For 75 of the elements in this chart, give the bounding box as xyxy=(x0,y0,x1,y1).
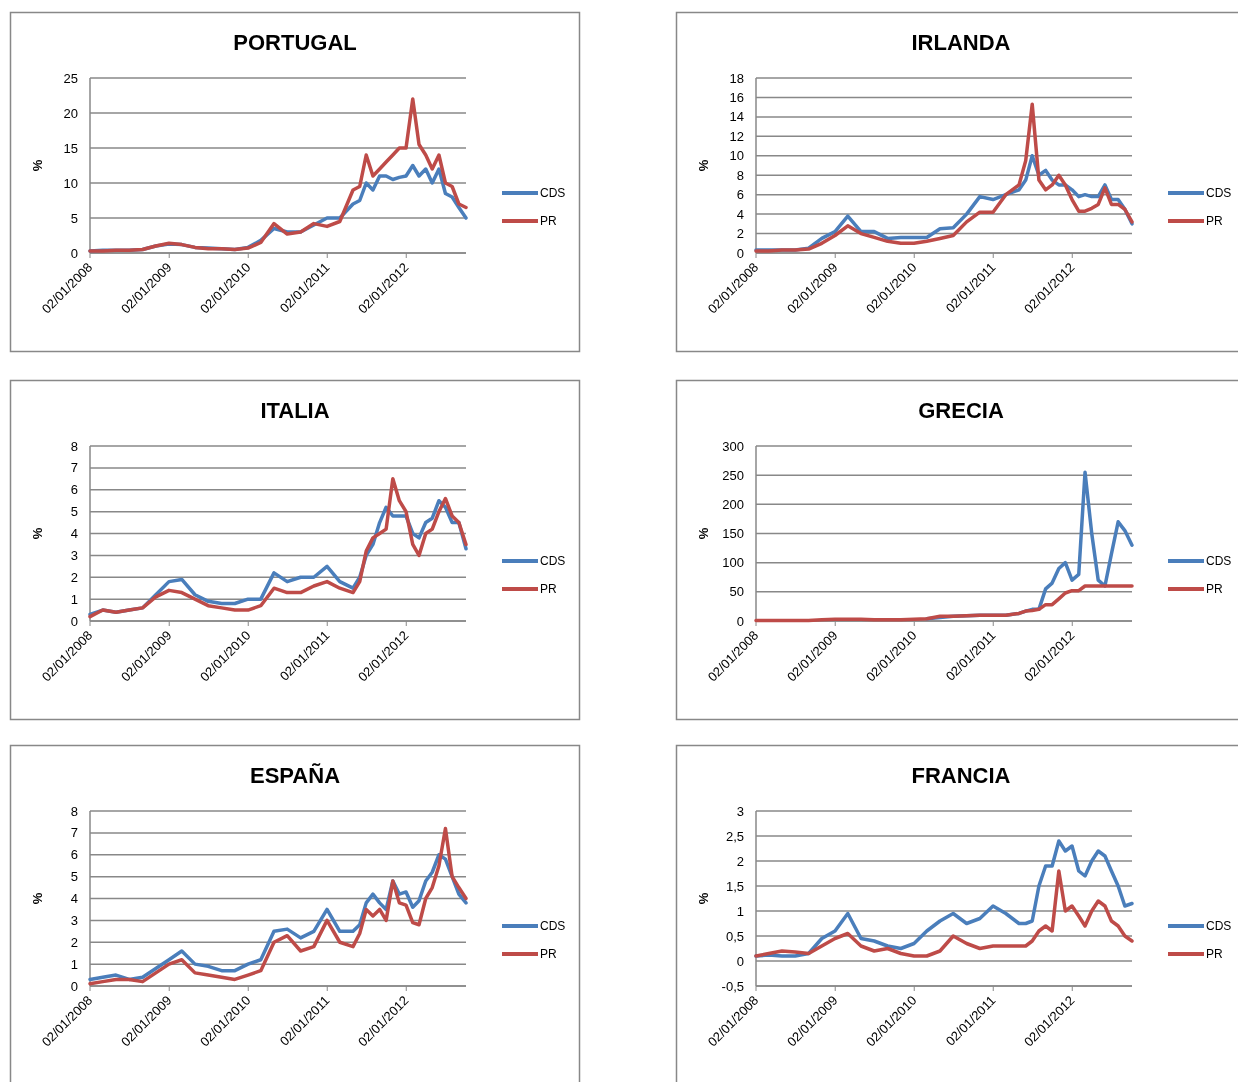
y-tick-label: 7 xyxy=(70,460,78,476)
y-axis-title: % xyxy=(30,159,45,172)
y-tick-label: 300 xyxy=(722,438,744,454)
y-tick-label: 0 xyxy=(70,245,78,261)
y-tick-label: 5 xyxy=(70,869,78,885)
y-tick-label: 6 xyxy=(736,187,744,203)
y-tick-label: 10 xyxy=(729,148,744,164)
y-tick-label: 2 xyxy=(736,853,744,869)
chart-title: ITALIA xyxy=(260,398,330,423)
legend-label: PR xyxy=(1206,947,1223,962)
y-tick-label: -0,5 xyxy=(721,978,744,994)
y-tick-label: 0 xyxy=(736,613,744,629)
y-axis-title: % xyxy=(30,527,45,540)
y-tick-label: 18 xyxy=(729,70,744,86)
y-axis-title: % xyxy=(696,527,711,540)
y-tick-label: 2 xyxy=(70,934,78,950)
y-tick-label: 8 xyxy=(70,438,78,454)
y-tick-label: 100 xyxy=(722,555,744,571)
legend-label: PR xyxy=(1206,214,1223,229)
y-tick-label: 14 xyxy=(729,109,744,125)
y-tick-label: 4 xyxy=(736,206,744,222)
legend-label: CDS xyxy=(1206,186,1232,201)
y-tick-label: 8 xyxy=(736,167,744,183)
legend-label: CDS xyxy=(540,186,566,201)
chart-title: PORTUGAL xyxy=(233,30,357,55)
legend-label: PR xyxy=(1206,582,1223,597)
y-tick-label: 4 xyxy=(70,891,78,907)
y-tick-label: 4 xyxy=(70,526,78,542)
y-tick-label: 2,5 xyxy=(725,828,744,844)
y-tick-label: 2 xyxy=(70,569,78,585)
y-tick-label: 250 xyxy=(722,467,744,483)
y-tick-label: 200 xyxy=(722,496,744,512)
legend-label: CDS xyxy=(540,919,566,934)
y-tick-label: 16 xyxy=(729,89,744,105)
y-tick-label: 1 xyxy=(70,956,78,972)
chart-title: IRLANDA xyxy=(911,30,1011,55)
y-tick-label: 7 xyxy=(70,825,78,841)
y-tick-label: 0 xyxy=(736,953,744,969)
y-tick-label: 150 xyxy=(722,526,744,542)
y-tick-label: 50 xyxy=(729,584,744,600)
y-tick-label: 0 xyxy=(736,245,744,261)
y-tick-label: 1 xyxy=(70,591,78,607)
y-tick-label: 15 xyxy=(63,140,78,156)
legend-label: PR xyxy=(540,214,557,229)
y-tick-label: 3 xyxy=(736,803,744,819)
line-series xyxy=(754,869,1134,958)
y-tick-label: 0 xyxy=(70,978,78,994)
legend-label: CDS xyxy=(540,554,566,569)
y-tick-label: 0 xyxy=(70,613,78,629)
y-tick-label: 10 xyxy=(63,175,78,191)
y-tick-label: 6 xyxy=(70,482,78,498)
line-series xyxy=(754,839,1134,958)
y-tick-label: 3 xyxy=(70,912,78,928)
y-tick-label: 6 xyxy=(70,847,78,863)
y-tick-label: 25 xyxy=(63,70,78,86)
y-tick-label: 0,5 xyxy=(725,928,744,944)
y-tick-label: 1,5 xyxy=(725,878,744,894)
legend-label: PR xyxy=(540,582,557,597)
y-axis-title: % xyxy=(696,892,711,905)
y-tick-label: 8 xyxy=(70,803,78,819)
chart-title: FRANCIA xyxy=(911,763,1011,788)
chart-title: GRECIA xyxy=(918,398,1004,423)
legend-label: CDS xyxy=(1206,554,1232,569)
y-tick-label: 5 xyxy=(70,210,78,226)
y-tick-label: 2 xyxy=(736,226,744,242)
y-tick-label: 1 xyxy=(736,903,744,919)
y-tick-label: 3 xyxy=(70,547,78,563)
y-axis-title: % xyxy=(30,892,45,905)
y-tick-label: 12 xyxy=(729,128,744,144)
legend-label: PR xyxy=(540,947,557,962)
y-tick-label: 5 xyxy=(70,504,78,520)
chart-title: ESPAÑA xyxy=(249,763,341,788)
legend-label: CDS xyxy=(1206,919,1232,934)
y-tick-label: 20 xyxy=(63,105,78,121)
y-axis-title: % xyxy=(696,159,711,172)
